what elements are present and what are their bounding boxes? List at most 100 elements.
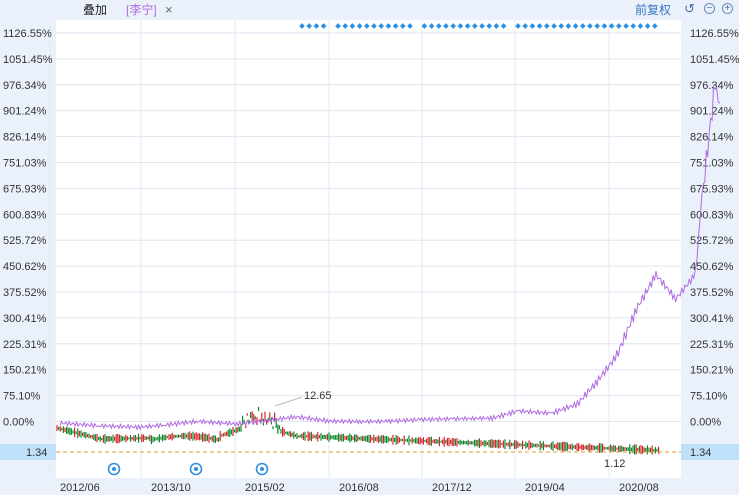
- y-tick-label-left: 225.31%: [3, 339, 47, 351]
- y-tick-label-left: 75.10%: [3, 391, 41, 403]
- low-price-label: 1.12: [604, 458, 625, 470]
- event-markers[interactable]: [107, 23, 658, 476]
- event-dot: [630, 23, 637, 29]
- price-tag-left: [0, 444, 56, 460]
- overlay-series: [59, 85, 721, 431]
- announcement-marker-icon: [255, 462, 269, 476]
- y-tick-label-left: 600.83%: [3, 209, 47, 221]
- event-dot: [385, 23, 392, 29]
- y-tick-label-right: 225.31%: [690, 339, 734, 351]
- y-tick-label-left: 1051.45%: [3, 54, 53, 66]
- current-price-left: 1.34: [26, 447, 47, 459]
- event-dot: [587, 23, 593, 29]
- event-dot: [371, 23, 377, 29]
- event-dot: [306, 23, 313, 29]
- plot-area[interactable]: [56, 20, 681, 478]
- y-tick-label-left: 525.72%: [3, 235, 47, 247]
- adjust-type-button[interactable]: 前复权: [635, 3, 672, 17]
- y-tick-label-right: 826.14%: [690, 132, 734, 144]
- event-dot: [457, 23, 464, 29]
- x-tick-label: 2015/02: [245, 482, 285, 494]
- event-dot: [486, 23, 493, 29]
- event-dot: [428, 23, 435, 29]
- y-tick-label-right: 901.24%: [690, 106, 734, 118]
- event-dot: [392, 23, 399, 29]
- event-dot: [471, 23, 478, 29]
- event-dot: [493, 23, 500, 29]
- y-axis-right: 1126.55% 1051.45% 976.34% 901.24% 826.14% 751…: [690, 28, 739, 429]
- y-tick-label-right: 1051.45%: [690, 54, 739, 66]
- x-tick-label: 2013/10: [151, 482, 191, 494]
- event-dot: [608, 23, 615, 29]
- event-dot: [637, 23, 644, 29]
- x-tick-label: 2019/04: [525, 482, 565, 494]
- event-dot: [435, 23, 442, 29]
- event-dot: [450, 23, 457, 29]
- announcement-marker-dot: [112, 467, 116, 471]
- event-dot: [651, 23, 658, 29]
- event-dot: [536, 23, 543, 29]
- y-tick-label-left: 150.21%: [3, 365, 47, 377]
- event-dot: [565, 23, 572, 29]
- y-tick-label-right: 0.00%: [690, 417, 721, 429]
- y-tick-label-left: 1126.55%: [3, 28, 52, 40]
- y-tick-label-right: 600.83%: [690, 209, 734, 221]
- y-tick-label-left: 450.62%: [3, 261, 47, 273]
- x-tick-label: 2020/08: [619, 482, 659, 494]
- event-dot: [623, 23, 629, 29]
- y-tick-label-right: 75.10%: [690, 391, 728, 403]
- y-tick-label-left: 976.34%: [3, 80, 47, 92]
- close-overlay-icon[interactable]: ×: [165, 2, 173, 17]
- y-tick-label-left: 0.00%: [3, 417, 34, 429]
- y-tick-label-left: 375.52%: [3, 287, 47, 299]
- event-dot: [320, 23, 327, 29]
- event-dot: [464, 23, 471, 29]
- y-tick-label-left: 826.14%: [3, 132, 47, 144]
- y-tick-label-right: 300.41%: [690, 313, 734, 325]
- y-tick-label-right: 675.93%: [690, 183, 734, 195]
- overlay-stock-tag[interactable]: [李宁]: [126, 3, 157, 17]
- annotations: 1.34 1.34 12.65 1.12: [0, 390, 739, 470]
- toolbar: 叠加 [李宁] × 前复权 ↺ − +: [0, 0, 739, 20]
- event-dot: [313, 23, 320, 29]
- overlay-line: [59, 85, 721, 431]
- y-tick-label-right: 751.03%: [690, 158, 734, 170]
- event-dot: [443, 23, 449, 29]
- x-axis: 2012/06 2013/10 2015/02 2016/08 2017/12 2019/…: [60, 482, 659, 494]
- event-dot: [342, 23, 349, 29]
- event-dot: [335, 23, 341, 29]
- y-tick-label-right: 450.62%: [690, 261, 734, 273]
- event-dot: [601, 23, 608, 29]
- event-dot: [551, 23, 557, 29]
- y-tick-label-right: 525.72%: [690, 235, 734, 247]
- announcement-marker-dot: [260, 467, 264, 471]
- event-dot: [522, 23, 529, 29]
- x-tick-label: 2016/08: [339, 482, 379, 494]
- event-dot: [363, 23, 370, 29]
- event-dot: [515, 23, 521, 29]
- candlestick-series: [56, 406, 660, 455]
- event-dot: [407, 23, 413, 29]
- event-dot: [529, 23, 536, 29]
- event-dot: [644, 23, 651, 29]
- y-tick-label-right: 976.34%: [690, 80, 734, 92]
- x-tick-label: 2017/12: [432, 482, 472, 494]
- event-dot: [479, 23, 485, 29]
- y-tick-label-right: 150.21%: [690, 365, 734, 377]
- y-tick-label-left: 901.24%: [3, 106, 47, 118]
- y-tick-label-left: 675.93%: [3, 183, 47, 195]
- event-dot: [399, 23, 406, 29]
- zoom-in-icon[interactable]: +: [722, 3, 733, 14]
- undo-icon[interactable]: ↺: [684, 1, 695, 16]
- event-dot: [378, 23, 385, 29]
- event-dot: [500, 23, 507, 29]
- zoom-out-icon[interactable]: −: [704, 3, 715, 14]
- high-price-leader: [274, 396, 303, 407]
- x-tick-label: 2012/06: [60, 482, 100, 494]
- price-tag-right: [681, 444, 739, 460]
- overlay-label[interactable]: 叠加: [83, 3, 108, 17]
- event-dot: [421, 23, 428, 29]
- y-axis-left: 1126.55% 1051.45% 976.34% 901.24% 826.14% 751…: [3, 28, 53, 429]
